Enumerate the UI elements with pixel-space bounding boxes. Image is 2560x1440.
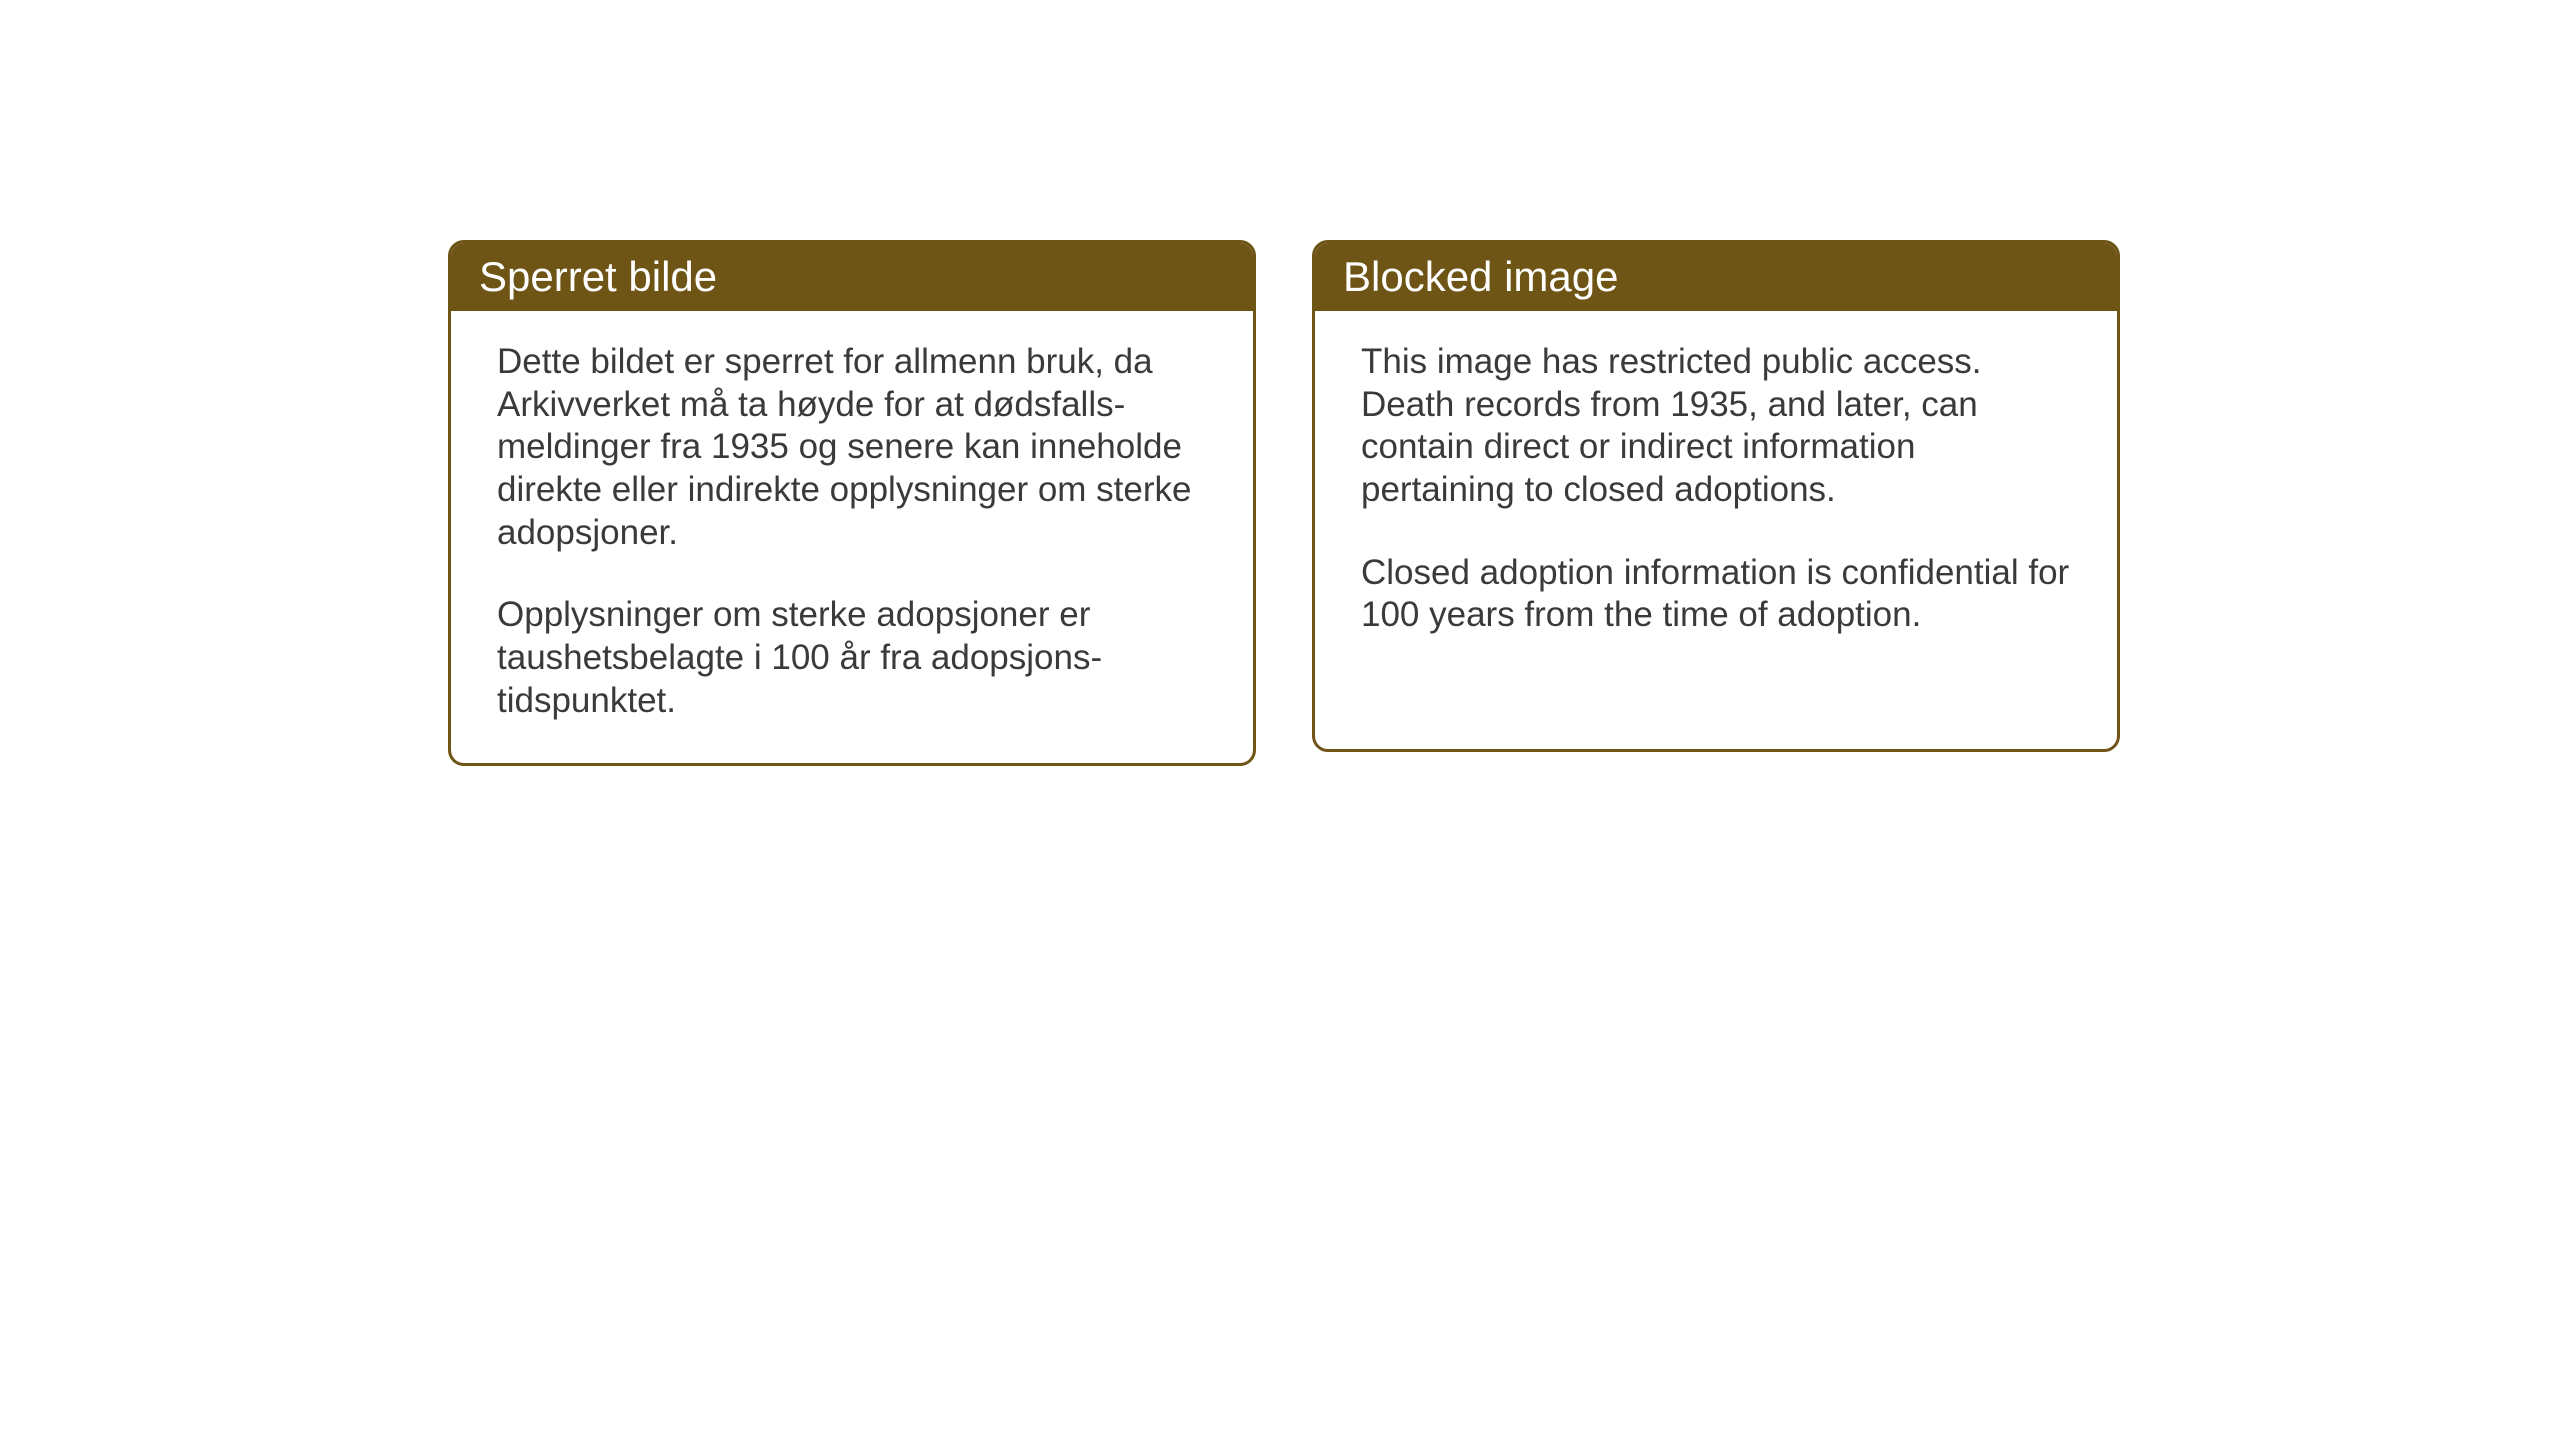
card-norwegian: Sperret bilde Dette bildet er sperret fo…: [448, 240, 1256, 766]
card-english-body: This image has restricted public access.…: [1315, 311, 2117, 677]
card-english-header: Blocked image: [1315, 243, 2117, 311]
card-norwegian-title: Sperret bilde: [479, 253, 717, 300]
card-norwegian-body: Dette bildet er sperret for allmenn bruk…: [451, 311, 1253, 763]
card-english-paragraph-2: Closed adoption information is confident…: [1361, 552, 2071, 637]
card-english-paragraph-1: This image has restricted public access.…: [1361, 341, 2071, 512]
card-norwegian-header: Sperret bilde: [451, 243, 1253, 311]
cards-container: Sperret bilde Dette bildet er sperret fo…: [448, 240, 2120, 766]
card-norwegian-paragraph-1: Dette bildet er sperret for allmenn bruk…: [497, 341, 1207, 554]
card-english: Blocked image This image has restricted …: [1312, 240, 2120, 752]
card-norwegian-paragraph-2: Opplysninger om sterke adopsjoner er tau…: [497, 594, 1207, 722]
card-english-title: Blocked image: [1343, 253, 1618, 300]
